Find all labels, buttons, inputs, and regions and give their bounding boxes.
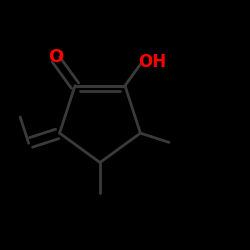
Text: O: O — [48, 48, 64, 66]
Text: OH: OH — [138, 53, 166, 71]
